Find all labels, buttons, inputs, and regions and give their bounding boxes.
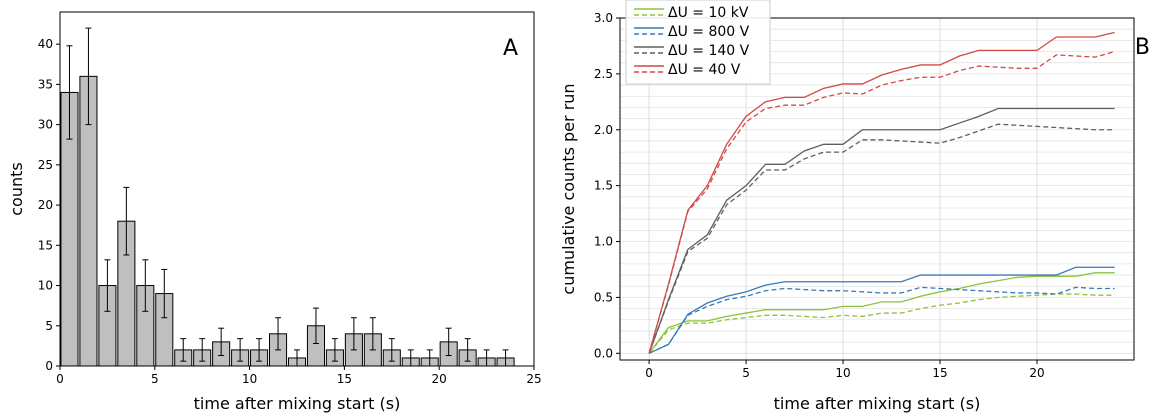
legend-entry-2: ΔU = 140 V: [634, 43, 750, 59]
y-tick-label-40: 40: [38, 37, 53, 51]
series-line-2-solid: [648, 266, 1115, 354]
error-bar-0: [66, 45, 73, 140]
error-bar-2: [104, 259, 111, 312]
legend-entry-0: ΔU = 10 kV: [634, 5, 749, 21]
y-tick-label-1: 1.0: [594, 235, 613, 249]
y-tick-label-5: 5: [45, 319, 53, 333]
bars-group: [60, 75, 515, 367]
panel-label: B: [1135, 35, 1150, 60]
y-axis-label: counts: [7, 162, 26, 215]
error-bar-21: [464, 338, 471, 362]
x-tick-label-10: 10: [242, 372, 257, 386]
series-line-1-dashed: [648, 293, 1115, 354]
y-tick-label-20: 20: [38, 198, 53, 212]
x-axis-label: time after mixing start (s): [774, 394, 981, 413]
series-line-6-solid: [648, 31, 1115, 354]
y-tick-label-1.5: 1.5: [594, 179, 613, 193]
legend-entry-3: ΔU = 40 V: [634, 62, 741, 78]
y-axis-label: cumulative counts per run: [559, 83, 578, 294]
y-axis-ticks: 0.0 0.5 1.0 1.5 2.0 2.5 3.0: [594, 11, 620, 360]
y-tick-label-3: 3.0: [594, 11, 613, 25]
y-tick-label-10: 10: [38, 279, 53, 293]
y-tick-label-0.5: 0.5: [594, 290, 613, 304]
error-bar-3: [123, 186, 130, 256]
series-line-4-solid: [648, 107, 1115, 354]
legend-label: ΔU = 40 V: [668, 62, 741, 78]
error-bar-1: [85, 27, 92, 126]
series-line-7-dashed: [648, 50, 1115, 354]
series-line-0-solid: [648, 272, 1115, 354]
y-tick-label-2.5: 2.5: [594, 67, 613, 81]
error-bar-9: [237, 338, 244, 362]
panel-b: 0 5 10 15 20 0.0 0.5 1.0 1.5 2.0 2.5 3.0 time afte…: [559, 0, 1150, 413]
y-tick-label-15: 15: [38, 238, 53, 252]
plot-frame: [619, 17, 1135, 361]
legend: ΔU = 10 kV ΔU = 800 V ΔU = 140 V ΔU = 40 V: [625, 0, 771, 85]
x-axis-ticks: 0 5 10 15 20 25: [56, 366, 542, 386]
error-bar-4: [142, 259, 149, 312]
x-tick-label-25: 25: [526, 372, 541, 386]
y-tick-label-35: 35: [38, 77, 53, 91]
panel-a: 0 5 10 15 20 25 0 5 10 15 20 25 30 35 40 time after m…: [7, 11, 542, 413]
error-bar-17: [388, 338, 395, 362]
error-bar-11: [275, 317, 282, 351]
x-tick-label-15: 15: [932, 366, 947, 380]
x-tick-label-20: 20: [1029, 366, 1044, 380]
x-tick-label-5: 5: [742, 366, 750, 380]
error-bar-7: [199, 338, 206, 362]
legend-frame: [625, 0, 771, 85]
y-tick-label-0: 0.0: [594, 346, 613, 360]
y-axis-ticks: 0 5 10 15 20 25 30 35 40: [38, 37, 60, 373]
y-tick-label-30: 30: [38, 118, 53, 132]
error-bar-13: [312, 307, 319, 344]
series-lines-group: [648, 31, 1115, 354]
y-tick-label-25: 25: [38, 158, 53, 172]
error-bar-14: [331, 338, 338, 362]
series-line-5-dashed: [648, 123, 1115, 354]
error-bar-6: [180, 338, 187, 362]
x-tick-label-5: 5: [151, 372, 159, 386]
y-tick-label-0: 0: [45, 359, 53, 373]
x-tick-label-10: 10: [835, 366, 850, 380]
x-tick-label-0: 0: [645, 366, 653, 380]
legend-label: ΔU = 10 kV: [668, 5, 749, 21]
x-axis-ticks: 0 5 10 15 20: [645, 360, 1045, 380]
error-bar-20: [445, 327, 452, 357]
x-tick-label-0: 0: [56, 372, 64, 386]
panel-label: A: [503, 36, 518, 61]
x-axis-label: time after mixing start (s): [194, 394, 401, 413]
error-bar-16: [369, 317, 376, 351]
error-bars-group: [66, 27, 509, 367]
error-bar-15: [350, 317, 357, 351]
y-tick-label-2: 2.0: [594, 123, 613, 137]
series-line-3-dashed: [648, 286, 1115, 354]
x-tick-label-15: 15: [337, 372, 352, 386]
error-bar-5: [161, 268, 168, 319]
plot-frame: [59, 11, 535, 367]
legend-entry-1: ΔU = 800 V: [634, 24, 750, 40]
error-bar-8: [218, 327, 225, 357]
x-tick-label-20: 20: [432, 372, 447, 386]
error-bar-10: [256, 338, 263, 362]
legend-label: ΔU = 800 V: [668, 24, 750, 40]
legend-label: ΔU = 140 V: [668, 43, 750, 59]
